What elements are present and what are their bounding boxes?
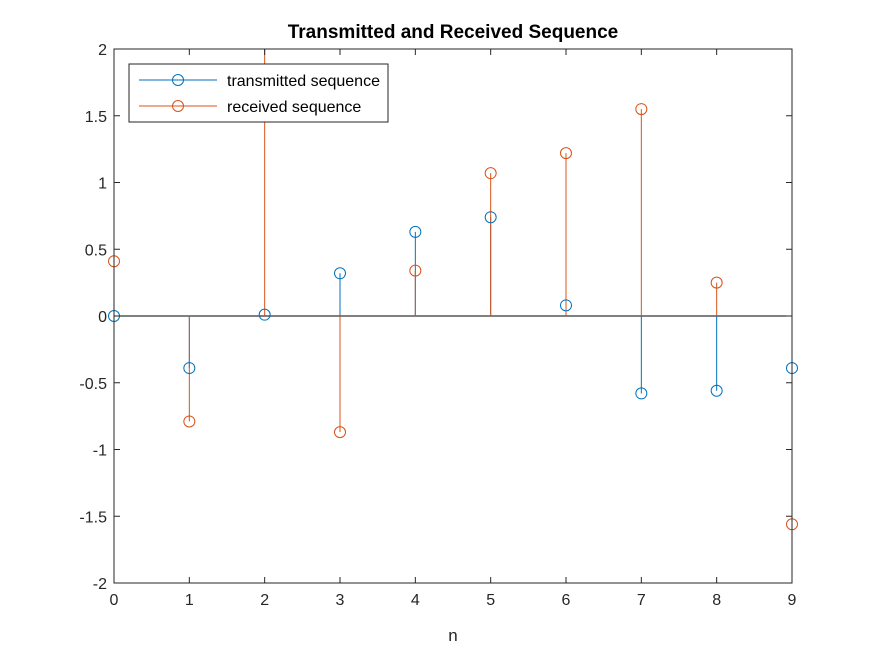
legend-label-transmitted: transmitted sequence [227,73,380,90]
stem-marker-series-1 [183,415,196,428]
x-tick-label: 7 [637,592,646,609]
stem-marker-series-0 [258,308,271,321]
x-tick-label: 8 [712,592,721,609]
legend-marker-received [172,100,184,112]
tick-labels-layer: 0 1 2 3 4 5 6 7 8 9 -2 -1.5 -1 -0.5 0 0.5 1 1.5 2 [79,42,796,609]
stem-marker-series-1 [409,264,422,277]
stem-marker-series-0 [710,384,723,397]
y-tick-label: 2 [98,42,107,59]
x-tick-label: 5 [486,592,495,609]
x-tick-label: 1 [185,592,194,609]
x-tick-label: 6 [562,592,571,609]
stem-marker-series-1 [484,167,497,180]
x-tick-label: 2 [260,592,269,609]
y-tick-label: 1 [98,176,107,193]
stem-marker-series-0 [183,362,196,375]
y-tick-label: 1.5 [85,109,107,126]
y-tick-label: -2 [93,576,107,593]
stem-marker-series-0 [334,267,346,280]
x-axis-label: n [448,626,457,645]
y-tick-label: -0.5 [79,376,107,393]
stem-marker-series-0 [635,387,648,400]
chart-title: Transmitted and Received Sequence [288,22,619,43]
stem-marker-series-0 [560,299,572,312]
x-tick-label: 4 [411,592,420,609]
stem-marker-series-1 [710,276,723,289]
legend-marker-transmitted [172,74,184,86]
ticks-layer [113,48,793,584]
stem-marker-series-0 [409,225,422,238]
stem-marker-series-0 [484,211,497,224]
legend-box [128,63,389,123]
y-tick-label: 0 [98,309,107,326]
x-tick-label: 0 [110,592,119,609]
legend-label-received: received sequence [227,99,361,116]
stem-marker-series-1 [334,426,346,439]
stem-marker-series-1 [560,147,572,160]
y-tick-label: -1.5 [79,509,107,526]
x-tick-label: 3 [336,592,345,609]
legend: transmitted sequence received sequence [128,63,389,123]
x-tick-label: 9 [788,592,797,609]
y-tick-label: -1 [93,443,107,460]
stem-marker-series-1 [635,103,648,116]
y-tick-label: 0.5 [85,242,107,259]
